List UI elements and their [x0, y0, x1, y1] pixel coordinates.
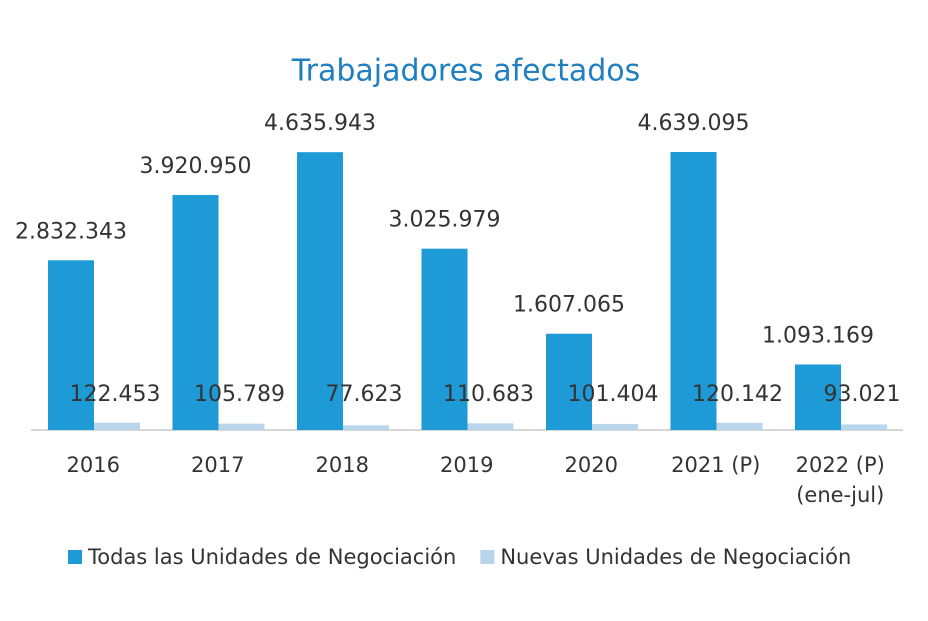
bar	[421, 248, 468, 430]
bar	[297, 152, 343, 430]
value-label: 93.021	[824, 382, 901, 407]
bar	[343, 425, 389, 430]
bar	[94, 422, 140, 430]
value-label: 77.623	[326, 382, 403, 407]
value-label: 110.683	[443, 382, 534, 407]
x-tick-label: 2022 (P) (ene-jul)	[795, 453, 885, 507]
legend-label: Todas las Unidades de Negociación	[87, 545, 456, 569]
x-tick-label: 2019	[440, 453, 494, 477]
bar	[841, 424, 887, 430]
bar	[218, 423, 265, 430]
value-label: 105.789	[194, 382, 285, 407]
value-label: 4.639.095	[638, 111, 750, 136]
bar	[48, 260, 94, 430]
bar	[546, 333, 592, 430]
value-label: 2.832.343	[15, 219, 127, 244]
value-label: 120.142	[692, 382, 783, 407]
value-label: 122.453	[70, 382, 161, 407]
legend-label: Nuevas Unidades de Negociación	[500, 545, 851, 569]
x-tick-label: 2018	[315, 453, 369, 477]
chart-title: Trabajadores afectados	[291, 54, 641, 89]
value-label: 3.025.979	[389, 208, 501, 233]
value-label: 3.920.950	[140, 154, 252, 179]
x-tick-label: 2016	[66, 453, 120, 477]
value-label: 4.635.943	[264, 111, 376, 136]
legend-swatch	[68, 550, 82, 564]
bar	[592, 423, 638, 430]
value-label: 1.607.065	[513, 293, 625, 318]
bar	[670, 152, 717, 430]
value-label: 101.404	[568, 382, 659, 407]
bar	[172, 195, 219, 430]
x-tick-label: 2017	[191, 453, 245, 477]
bar	[716, 422, 763, 430]
bar	[795, 364, 841, 430]
value-label: 1.093.169	[762, 323, 874, 348]
legend-swatch	[480, 550, 495, 564]
bar	[467, 423, 514, 430]
x-tick-label: 2020	[564, 453, 618, 477]
x-tick-label: 2021 (P)	[671, 453, 761, 477]
